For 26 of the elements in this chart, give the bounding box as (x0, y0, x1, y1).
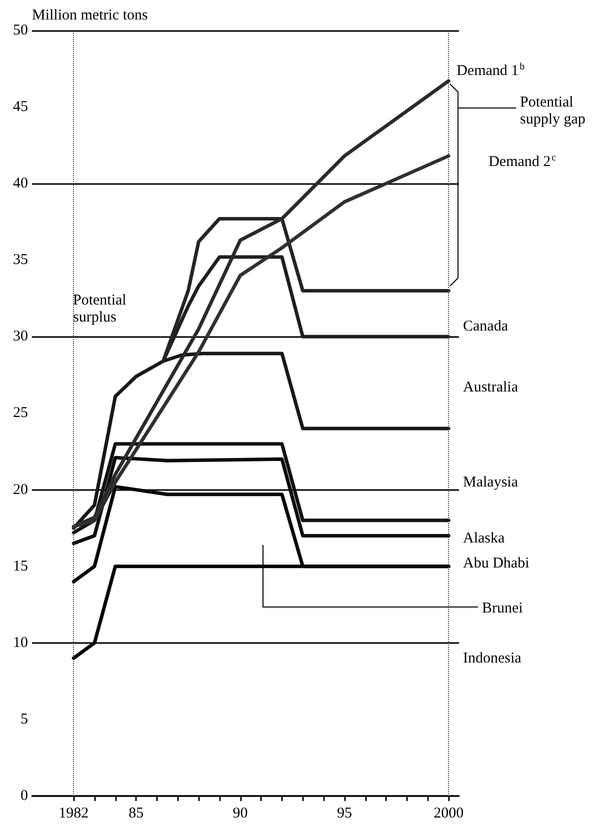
y-tick-label: 40 (13, 176, 28, 192)
y-tick-label: 15 (13, 558, 28, 574)
y-tick-label: 10 (13, 634, 28, 651)
text: Abu Dhabi (463, 556, 530, 572)
text: Potential supply gap (520, 94, 586, 128)
y-tick-label: 30 (13, 328, 28, 345)
text: Brunei (482, 600, 523, 616)
x-tick-label: 2000 (434, 806, 464, 822)
y-axis-title: Million metric tons (32, 8, 148, 24)
y-tick-label: 25 (13, 405, 28, 422)
y-tick-label: 45 (13, 98, 28, 115)
text: Canada (463, 318, 508, 334)
x-tick-label: 90 (232, 806, 248, 822)
text: Indonesia (463, 650, 522, 666)
x-tick-label: 95 (336, 806, 352, 822)
text: Malaysia (463, 474, 518, 490)
y-tick-label: 50 (13, 22, 28, 38)
x-tick-label: 1982 (58, 806, 89, 822)
y-tick-label: 5 (20, 711, 28, 728)
y-tick-label: 0 (20, 788, 28, 804)
y-tick-label: 35 (13, 252, 28, 268)
text: Australia (463, 380, 518, 396)
y-tick-label: 20 (13, 482, 28, 498)
text: Alaska (463, 530, 505, 546)
annotation: Potential surplus (73, 292, 126, 326)
x-tick-label: 85 (128, 806, 144, 822)
